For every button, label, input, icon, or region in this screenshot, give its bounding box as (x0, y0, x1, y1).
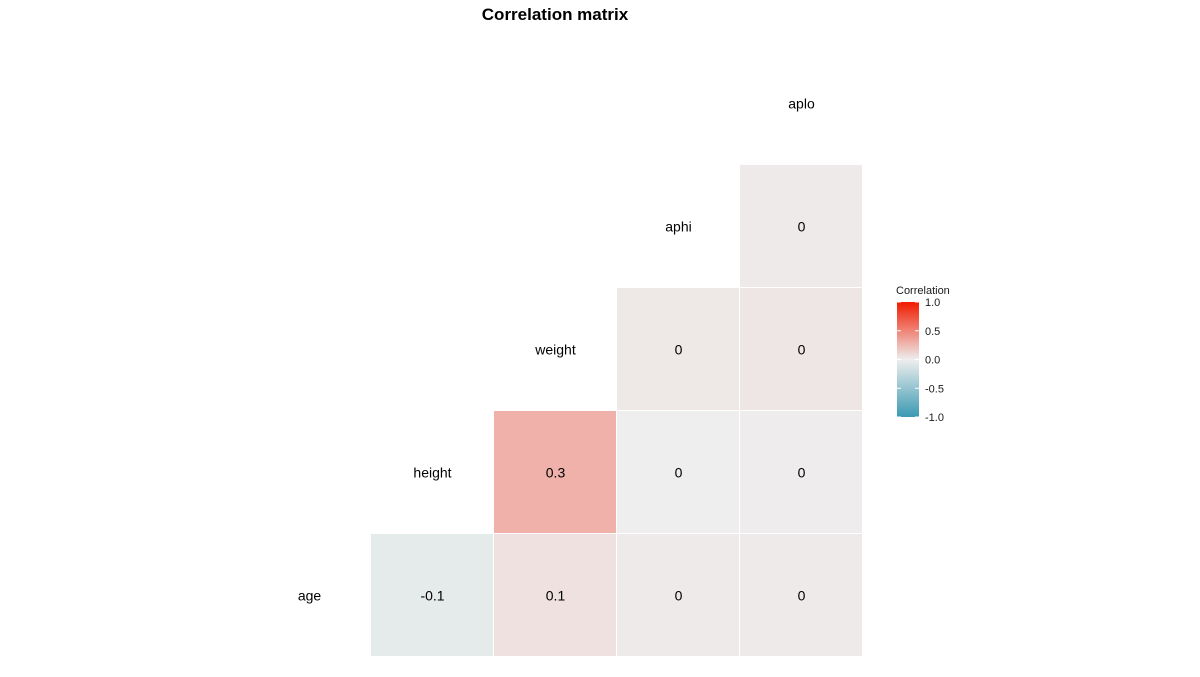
legend-tick-label: 0.5 (925, 326, 940, 338)
variable-label-height: height (413, 465, 451, 481)
heatmap-cell-height-age (371, 534, 493, 656)
cell-value-label: 0 (798, 588, 806, 604)
variable-labels: age height weight aphi aplo (298, 96, 815, 604)
heatmap-cells: -0.1 0.1 0.3 0 0 0 0 0 0 0 (371, 165, 862, 656)
cell-value-label: 0 (675, 465, 683, 481)
heatmap-cell-aplo-weight (740, 288, 862, 410)
variable-label-aplo: aplo (788, 96, 815, 112)
cell-value-label: 0 (675, 342, 683, 358)
legend-title: Correlation (896, 285, 950, 297)
heatmap-cell-aphi-weight (617, 288, 739, 410)
cell-value-label: 0.3 (546, 465, 566, 481)
legend-ticks: 1.0 0.5 0.0 -0.5 -1.0 (897, 297, 944, 424)
heatmap-cell-aphi-height (617, 411, 739, 533)
legend-tick-label: 0.0 (925, 355, 940, 367)
heatmap-cell-aplo-aphi (740, 165, 862, 287)
variable-label-age: age (298, 588, 322, 604)
legend-tick-label: -1.0 (925, 412, 944, 424)
legend-tick-label: 1.0 (925, 297, 940, 309)
cell-value-label: 0.1 (546, 588, 566, 604)
heatmap-cell-aphi-age (617, 534, 739, 656)
heatmap-cell-aplo-height (740, 411, 862, 533)
heatmap-cell-weight-height (494, 411, 616, 533)
color-legend: Correlation 1.0 0.5 0.0 -0.5 -1.0 (896, 285, 950, 424)
heatmap-cell-aplo-age (740, 534, 862, 656)
chart-title: Correlation matrix (482, 5, 629, 24)
cell-value-label: 0 (798, 219, 806, 235)
legend-tick-label: -0.5 (925, 383, 944, 395)
variable-label-aphi: aphi (665, 219, 691, 235)
cell-value-label: -0.1 (420, 588, 444, 604)
variable-label-weight: weight (534, 342, 576, 358)
heatmap-cell-weight-age (494, 534, 616, 656)
cell-value-label: 0 (675, 588, 683, 604)
cell-value-label: 0 (798, 465, 806, 481)
legend-colorbar (897, 302, 919, 417)
cell-value-label: 0 (798, 342, 806, 358)
